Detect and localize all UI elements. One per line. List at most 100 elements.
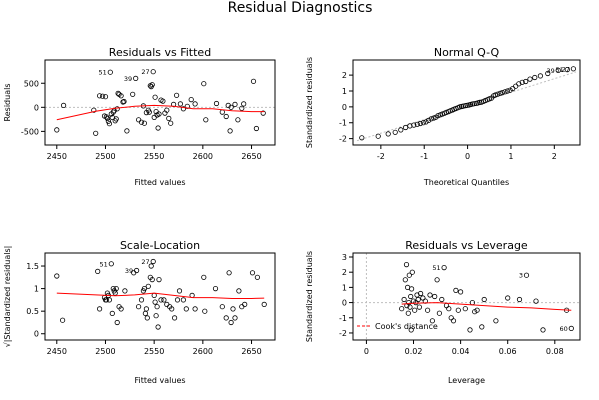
panel-title: Normal Q-Q xyxy=(434,46,500,59)
data-point xyxy=(154,304,160,310)
y-tick-label: 3 xyxy=(342,253,347,262)
data-point xyxy=(523,272,530,278)
data-point xyxy=(201,274,207,280)
y-tick-label: 2 xyxy=(342,268,347,277)
x-tick-label: 0.08 xyxy=(546,347,564,356)
x-axis-label: Leverage xyxy=(448,376,485,385)
data-point xyxy=(136,304,142,310)
y-tick-label: 0 xyxy=(34,330,39,339)
panel-title: Residuals vs Fitted xyxy=(109,46,211,59)
legend-label: Cook's distance xyxy=(375,322,438,331)
data-point xyxy=(441,264,447,271)
data-point xyxy=(219,304,225,310)
y-tick-label: 1 xyxy=(342,283,347,292)
data-point xyxy=(239,105,245,111)
data-point xyxy=(136,117,142,123)
data-point xyxy=(138,297,145,303)
data-point xyxy=(260,110,266,116)
data-point xyxy=(385,131,391,137)
data-point xyxy=(152,299,158,305)
y-tick-label: -1 xyxy=(339,119,347,128)
data-point xyxy=(151,292,157,298)
data-point xyxy=(504,88,511,94)
data-point xyxy=(180,106,186,112)
x-tick-label: 2600 xyxy=(193,152,213,161)
data-point xyxy=(235,117,241,123)
data-point xyxy=(59,317,66,323)
data-point xyxy=(150,258,156,265)
data-point xyxy=(203,117,209,123)
data-point xyxy=(423,119,429,125)
x-tick-label: 1 xyxy=(508,152,513,161)
y-tick-label: 0 xyxy=(342,103,347,112)
data-point xyxy=(97,93,103,99)
point-label: 39 xyxy=(125,267,133,275)
data-point xyxy=(155,125,161,131)
data-point xyxy=(141,120,147,126)
data-point xyxy=(133,75,139,82)
data-point xyxy=(232,101,238,108)
plot-frame xyxy=(44,59,276,146)
data-point xyxy=(107,69,113,75)
y-axis-label: √|Standardized residuals| xyxy=(3,246,12,348)
data-point xyxy=(124,128,130,134)
data-point xyxy=(102,94,109,100)
data-point xyxy=(254,274,260,280)
x-tick-label: 0 xyxy=(465,152,470,161)
data-point xyxy=(141,285,147,292)
data-point xyxy=(402,124,409,131)
data-point xyxy=(180,297,186,303)
data-point xyxy=(416,304,422,310)
x-tick-label: 2500 xyxy=(95,347,115,356)
point-label: 51 xyxy=(100,260,108,268)
data-point xyxy=(97,306,103,312)
data-point xyxy=(226,270,232,276)
data-point xyxy=(450,318,457,324)
data-point xyxy=(405,310,411,316)
data-point xyxy=(121,98,127,105)
qq-reference-line xyxy=(356,71,577,142)
y-tick-label: 1.5 xyxy=(26,262,39,271)
data-point xyxy=(219,109,225,115)
data-point xyxy=(161,297,167,303)
data-point xyxy=(519,79,525,85)
x-tick-label: 0.02 xyxy=(405,347,423,356)
data-point xyxy=(149,82,155,88)
data-point xyxy=(155,324,161,330)
data-point xyxy=(467,327,473,333)
data-point xyxy=(408,293,414,300)
data-point xyxy=(152,94,158,100)
x-tick-label: 2550 xyxy=(144,152,164,161)
data-point xyxy=(223,113,229,120)
x-tick-label: 2650 xyxy=(241,152,261,161)
point-label: 51 xyxy=(556,66,564,74)
data-point xyxy=(108,261,114,267)
data-point xyxy=(411,122,417,128)
data-point xyxy=(230,306,236,312)
data-point xyxy=(122,288,128,294)
data-point xyxy=(408,286,415,292)
y-axis-label: Standardized residuals xyxy=(305,57,314,148)
data-point xyxy=(507,87,513,93)
point-label: 27 xyxy=(562,65,570,73)
y-axis-label: Residuals xyxy=(3,84,12,122)
data-point xyxy=(164,107,170,113)
data-point xyxy=(54,273,60,279)
data-point xyxy=(227,128,233,134)
x-axis-label: Theoretical Quantiles xyxy=(423,178,509,187)
x-tick-label: 0 xyxy=(364,347,369,356)
data-point xyxy=(570,66,577,72)
data-point xyxy=(236,288,242,294)
point-label: 27 xyxy=(141,258,149,266)
point-label: 3 xyxy=(519,272,523,280)
data-point xyxy=(414,121,420,127)
y-tick-label: 0.5 xyxy=(26,307,39,316)
data-point xyxy=(499,90,505,96)
data-point xyxy=(392,129,398,135)
data-point xyxy=(212,285,219,292)
data-point xyxy=(113,116,119,122)
data-point xyxy=(474,307,480,313)
data-point xyxy=(145,283,151,289)
y-tick-label: 1 xyxy=(34,285,39,294)
panel-title: Residuals vs Leverage xyxy=(405,239,528,252)
